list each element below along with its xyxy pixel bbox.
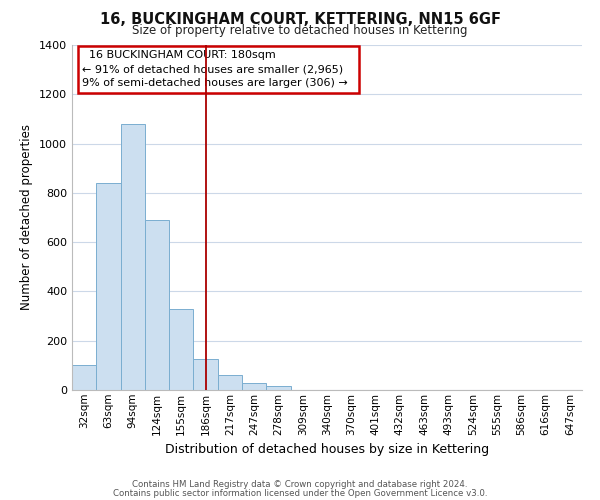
Y-axis label: Number of detached properties: Number of detached properties <box>20 124 34 310</box>
X-axis label: Distribution of detached houses by size in Kettering: Distribution of detached houses by size … <box>165 443 489 456</box>
Text: Contains public sector information licensed under the Open Government Licence v3: Contains public sector information licen… <box>113 488 487 498</box>
Bar <box>145 220 169 390</box>
Bar <box>242 382 266 390</box>
Text: Contains HM Land Registry data © Crown copyright and database right 2024.: Contains HM Land Registry data © Crown c… <box>132 480 468 489</box>
Bar <box>169 308 193 390</box>
Text: 16, BUCKINGHAM COURT, KETTERING, NN15 6GF: 16, BUCKINGHAM COURT, KETTERING, NN15 6G… <box>100 12 500 28</box>
Text: Size of property relative to detached houses in Kettering: Size of property relative to detached ho… <box>132 24 468 37</box>
Text: 16 BUCKINGHAM COURT: 180sqm
← 91% of detached houses are smaller (2,965)
9% of s: 16 BUCKINGHAM COURT: 180sqm ← 91% of det… <box>82 50 355 88</box>
Bar <box>72 366 96 390</box>
Bar <box>121 124 145 390</box>
Bar <box>218 375 242 390</box>
Bar <box>96 183 121 390</box>
Bar <box>193 359 218 390</box>
Bar <box>266 386 290 390</box>
